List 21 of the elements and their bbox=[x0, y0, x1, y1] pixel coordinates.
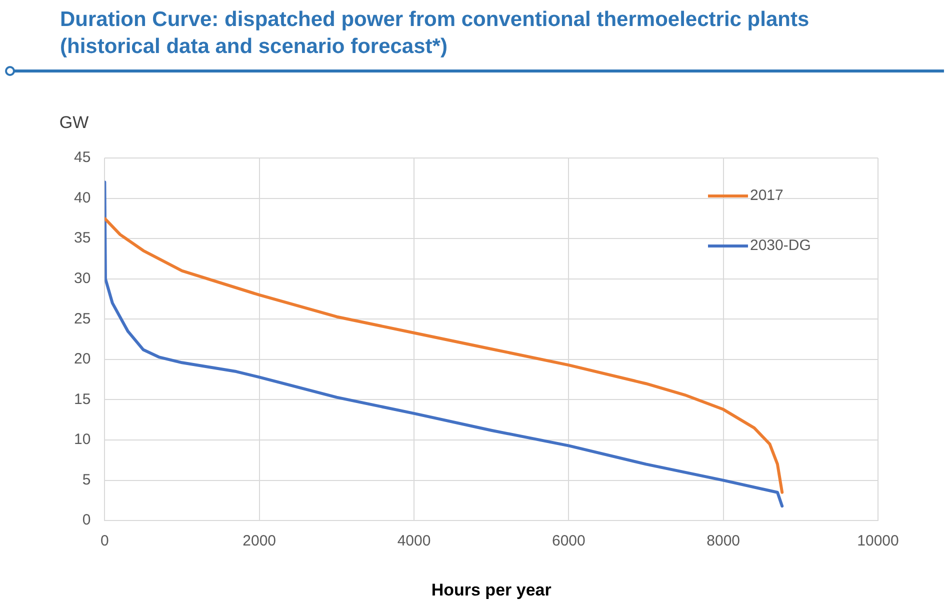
y-tick-label: 40 bbox=[74, 189, 91, 206]
x-tick-label: 0 bbox=[100, 532, 109, 550]
y-tick-label: 5 bbox=[82, 471, 91, 488]
chart-title: Duration Curve: dispatched power from conventional thermoelectric plants (historical data and scenario forecast*) bbox=[60, 7, 810, 60]
y-tick-label: 30 bbox=[74, 270, 91, 288]
x-tick-label: 10000 bbox=[857, 532, 899, 550]
y-tick-label: 20 bbox=[74, 350, 91, 368]
y-tick-label: 0 bbox=[82, 512, 91, 529]
y-tick-label: 35 bbox=[74, 230, 91, 247]
x-tick-label: 8000 bbox=[706, 532, 740, 550]
y-axis-title: GW bbox=[59, 113, 89, 132]
y-tick-label: 25 bbox=[74, 310, 91, 328]
legend-label: 2017 bbox=[750, 187, 784, 204]
x-axis-title: Hours per year bbox=[431, 580, 552, 600]
legend-label: 2030-DG bbox=[750, 237, 811, 254]
x-tick-label: 4000 bbox=[397, 532, 431, 550]
x-tick-label: 2000 bbox=[242, 532, 276, 550]
y-tick-label: 10 bbox=[74, 431, 91, 448]
y-tick-label: 45 bbox=[74, 149, 91, 166]
y-tick-label: 15 bbox=[74, 390, 91, 408]
x-tick-label: 6000 bbox=[552, 532, 586, 550]
